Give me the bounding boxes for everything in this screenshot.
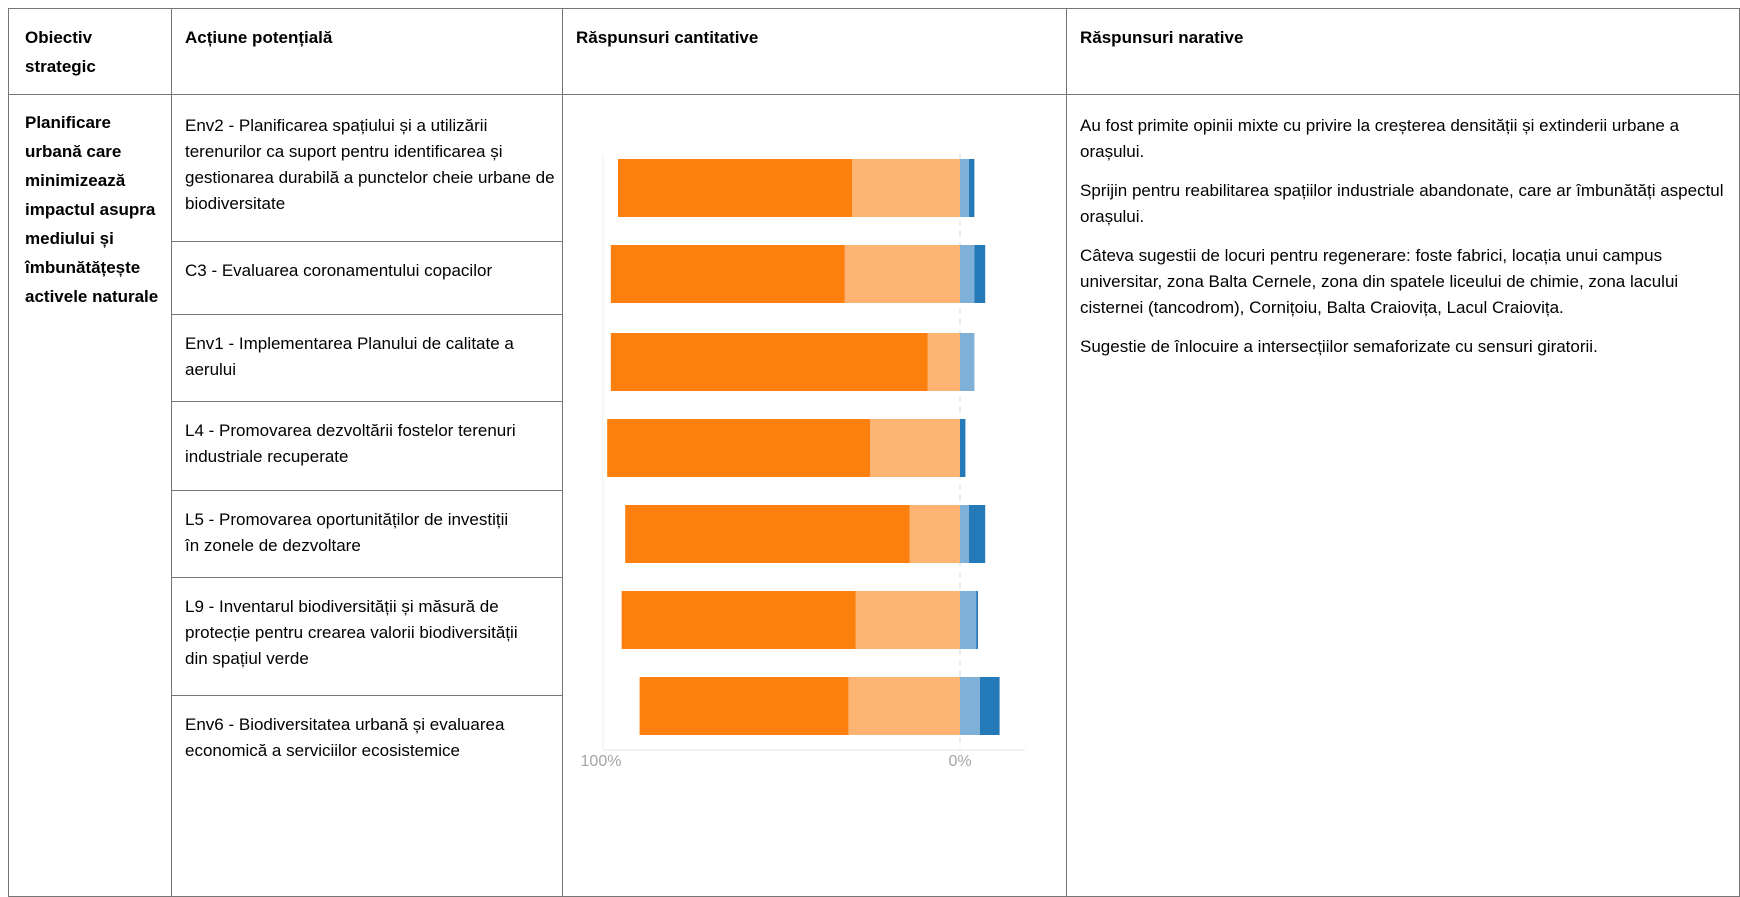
bar-segment [621, 591, 856, 649]
survey-table: Obiectiv strategic Acțiune potențială Ră… [8, 8, 1740, 897]
divider [171, 401, 562, 402]
bar-segment [870, 419, 960, 477]
divider [171, 695, 562, 696]
objective-text: Planificare urbană care minimizează impa… [25, 113, 159, 306]
narrative-paragraph: Sugestie de înlocuire a intersecțiilor s… [1080, 337, 1598, 356]
action-cell-l9: L9 - Inventarul biodiversității și măsur… [185, 597, 518, 668]
bar-segment [848, 677, 960, 735]
bar-segment [969, 159, 975, 217]
narrative-paragraph: Au fost primite opinii mixte cu privire … [1080, 116, 1680, 161]
header-narrative: Răspunsuri narative [1080, 28, 1244, 47]
quantitative-chart: 100% 0% [581, 154, 1025, 770]
divider [171, 241, 562, 242]
divider [171, 577, 562, 578]
action-cell-env6: Env6 - Biodiversitatea urbană și evaluar… [185, 715, 505, 760]
action-cell-env1: Env1 - Implementarea Planului de calitat… [185, 334, 514, 379]
bar-segment [960, 245, 975, 303]
action-cell-l4: L4 - Promovarea dezvoltării fostelor ter… [185, 421, 516, 466]
bar-segment [625, 505, 910, 563]
bar-segment [960, 505, 969, 563]
bar-segment [960, 591, 977, 649]
narrative-paragraph: Sprijin pentru reabilitarea spațiilor in… [1080, 181, 1724, 226]
narrative-paragraph: Câteva sugestii de locuri pentru regener… [1080, 246, 1679, 317]
bar-segment [960, 159, 969, 217]
action-cell-l5: L5 - Promovarea oportunităților de inves… [185, 510, 509, 555]
header-quantitative: Răspunsuri cantitative [576, 28, 759, 47]
divider [171, 490, 562, 491]
bar-segment [960, 677, 980, 735]
bar-segment [969, 505, 986, 563]
bar-segment [960, 333, 975, 391]
divider [171, 9, 172, 897]
bar-segment [909, 505, 960, 563]
bar-segment [844, 245, 960, 303]
header-objective: Obiectiv strategic [25, 28, 96, 76]
action-cell-c3: C3 - Evaluarea coronamentului copacilor [185, 261, 493, 280]
bar-segment [610, 245, 845, 303]
bar-segment [610, 333, 928, 391]
bar-segment [618, 159, 852, 217]
bar-segment [974, 245, 986, 303]
bar-segment [979, 677, 1000, 735]
action-cell-env2: Env2 - Planificarea spațiului și a utili… [185, 116, 555, 213]
x-tick-label: 0% [948, 753, 971, 770]
bar-segment [607, 419, 870, 477]
bar-segment [852, 159, 960, 217]
divider [1066, 9, 1067, 897]
divider [562, 9, 563, 897]
bar-segment [960, 419, 966, 477]
header-action: Acțiune potențială [185, 28, 333, 47]
bar-segment [639, 677, 849, 735]
x-tick-label: 100% [581, 753, 622, 770]
bar-segment [927, 333, 960, 391]
divider [171, 314, 562, 315]
narrative-responses: Au fost primite opinii mixte cu privire … [1080, 113, 1738, 373]
bar-segment [855, 591, 960, 649]
divider [9, 94, 1740, 95]
bar-segment [976, 591, 978, 649]
